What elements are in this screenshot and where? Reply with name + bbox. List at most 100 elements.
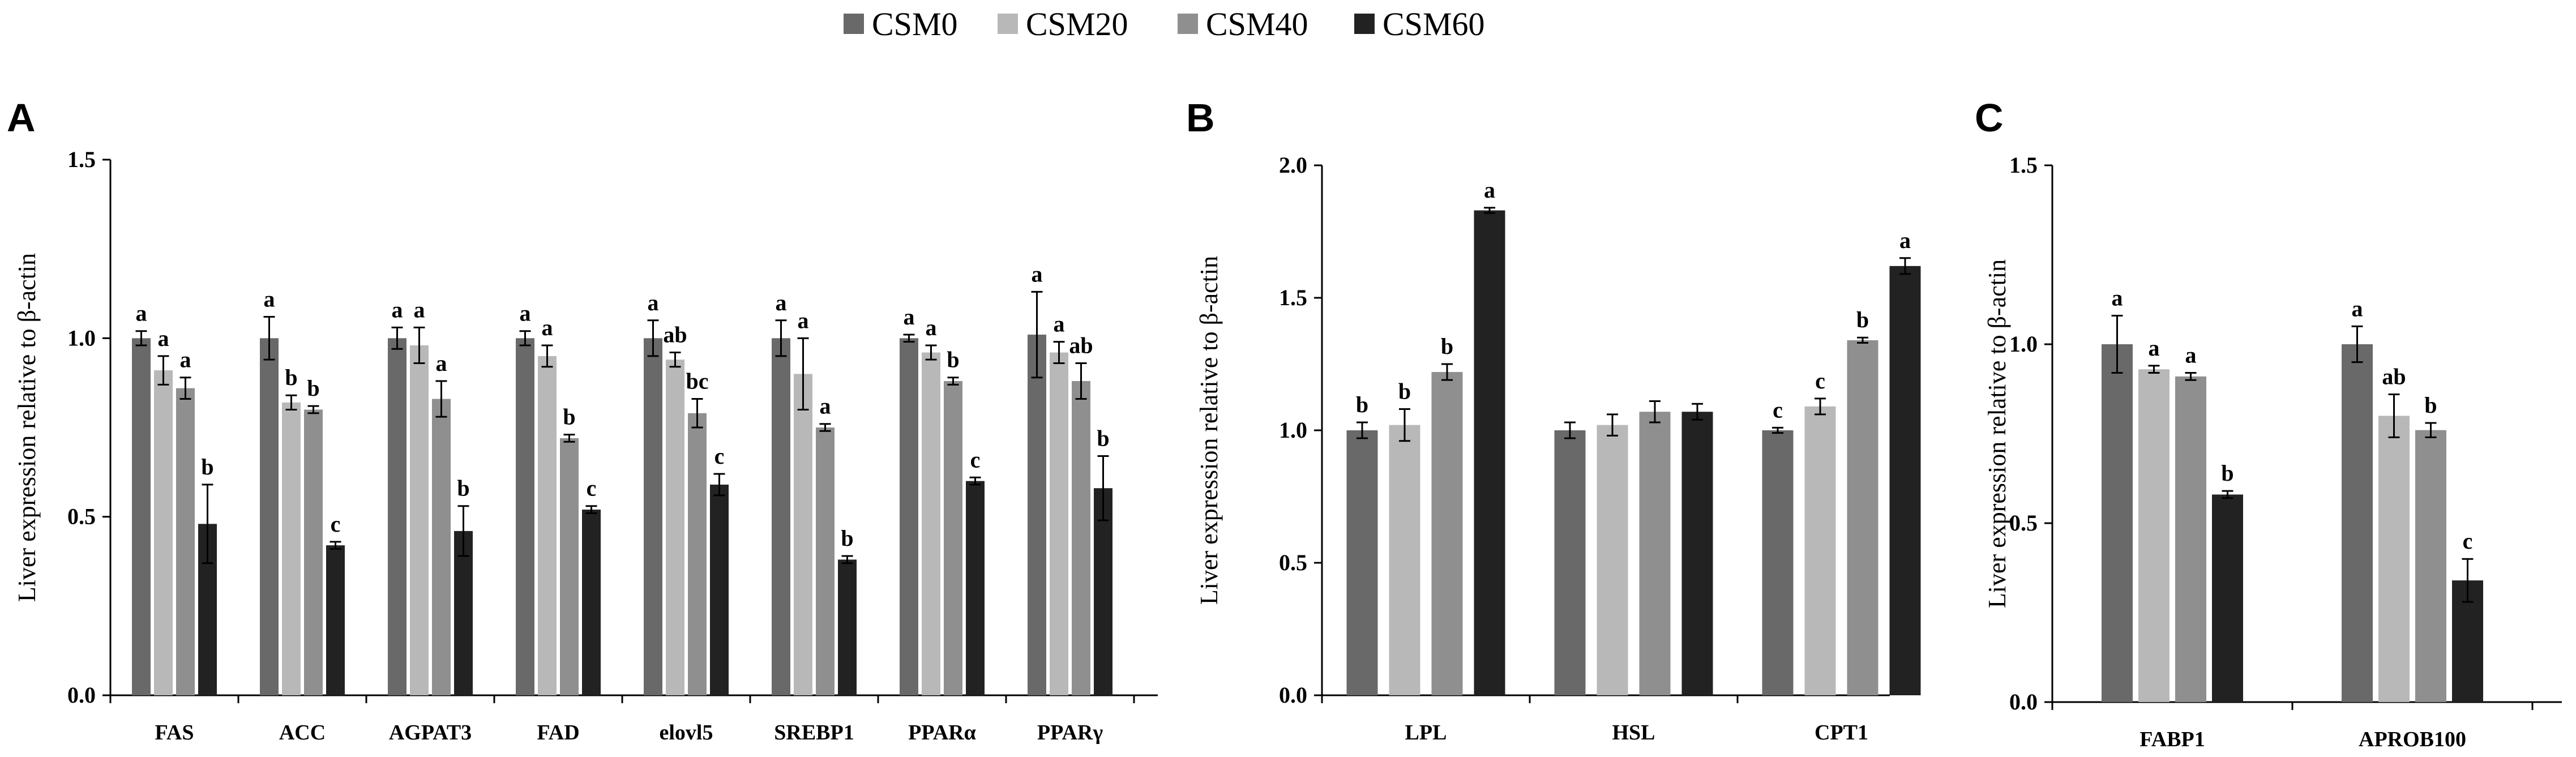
significance-label: b (307, 375, 319, 401)
legend-swatch (1178, 14, 1198, 34)
y-tick-label: 1.5 (1279, 285, 1307, 310)
y-tick-label: 0.5 (2009, 510, 2038, 536)
chart-panels: A Liver expression relative to β-actin 0.0… (7, 96, 2562, 751)
x-category-label: elovl5 (660, 721, 713, 745)
legend-item-csm0: CSM0 (844, 6, 958, 42)
y-tick-label: 1.0 (1279, 417, 1307, 443)
y-tick-label: 1.5 (67, 147, 96, 172)
x-category-label: FAS (155, 721, 194, 745)
bar-csm20-fas (154, 370, 173, 695)
bar-csm0-aprob100 (2342, 344, 2373, 702)
significance-label: a (820, 394, 831, 419)
bar-csm0-fad (516, 338, 534, 695)
bar-csm40-lpl (1431, 372, 1463, 695)
bar-csm0-srebp1 (772, 338, 790, 695)
panel-letter: C (1975, 96, 2004, 140)
bar-csm60-ppar (1094, 488, 1112, 695)
y-tick-label: 0.5 (67, 504, 96, 529)
bar-csm40-aprob100 (2415, 430, 2446, 702)
category-group-aprob100: APROB100 a abb c (2342, 296, 2483, 751)
significance-label: c (1815, 368, 1825, 394)
significance-label: ab (1069, 332, 1093, 358)
significance-label: a (264, 286, 275, 311)
significance-label: a (520, 301, 531, 326)
bar-csm0-acc (260, 338, 279, 695)
significance-label: a (436, 350, 447, 376)
bar-csm40-fabp1 (2175, 376, 2206, 702)
significance-label: b (2221, 460, 2233, 486)
significance-label: b (1097, 425, 1109, 451)
x-category-label: CPT1 (1815, 721, 1868, 745)
bar-csm0-ppar (900, 338, 918, 695)
y-tick-label: 0.0 (2009, 689, 2038, 715)
bar-csm20-aprob100 (2378, 416, 2410, 702)
bar-csm40-acc (304, 409, 323, 695)
bar-csm20-srebp1 (794, 374, 812, 695)
bar-csm40-srebp1 (816, 427, 835, 695)
y-tick-label: 2.0 (1279, 152, 1307, 178)
significance-label: b (2424, 392, 2437, 418)
bar-csm20-ppar (1050, 352, 1068, 695)
bar-csm60-fad (582, 510, 601, 695)
significance-label: b (841, 525, 853, 551)
significance-label: a (1032, 261, 1043, 286)
bar-csm20-acc (282, 402, 301, 695)
category-group-acc: ACC a b b c (260, 286, 345, 745)
bar-csm40-ppar (1072, 381, 1090, 695)
bar-csm0-lpl (1346, 430, 1378, 695)
x-category-label: FAD (537, 721, 579, 745)
significance-label: a (926, 315, 937, 340)
significance-label: a (798, 307, 809, 333)
significance-label: b (457, 476, 469, 501)
bar-csm40-fad (560, 438, 579, 695)
significance-label: c (331, 511, 341, 537)
significance-label: a (1484, 177, 1495, 203)
significance-label: a (776, 290, 787, 315)
significance-label: c (714, 443, 725, 469)
bar-csm60-fabp1 (2212, 494, 2243, 702)
bar-csm60-elovl5 (710, 484, 729, 695)
significance-label: a (2149, 335, 2160, 361)
bar-csm0-fabp1 (2102, 344, 2133, 702)
bar-csm60-cpt1 (1889, 266, 1921, 696)
y-tick-label: 0.0 (1279, 682, 1307, 708)
y-tick-label: 1.0 (67, 325, 96, 350)
x-category-label: AGPAT3 (389, 721, 472, 745)
panel-c: C Liver expression relative to β-actin 0.0… (1975, 96, 2562, 751)
significance-label: a (2352, 296, 2363, 321)
x-category-label: ACC (279, 721, 326, 745)
significance-label: b (563, 404, 575, 430)
significance-label: b (947, 347, 959, 373)
significance-label: a (904, 304, 915, 330)
bar-csm60-ppar (966, 481, 985, 695)
bar-csm40-elovl5 (688, 413, 707, 695)
significance-label: b (1398, 379, 1411, 404)
y-axis-label: Liver expression relative to β-actin (13, 253, 41, 602)
significance-label: a (414, 297, 425, 322)
significance-label: b (1356, 392, 1368, 417)
panel-letter: B (1186, 96, 1215, 140)
bar-csm40-ppar (944, 381, 962, 695)
bar-csm60-srebp1 (838, 559, 857, 695)
y-tick-label: 1.5 (2009, 152, 2038, 178)
bar-csm0-agpat3 (388, 338, 406, 695)
y-tick-label: 1.0 (2009, 331, 2038, 357)
bar-csm20-agpat3 (410, 345, 429, 695)
legend-item-csm40: CSM40 (1178, 6, 1308, 42)
category-group-lpl: LPL b b b a (1346, 177, 1505, 745)
significance-label: a (542, 315, 553, 340)
significance-label: a (158, 326, 169, 351)
significance-label: c (970, 447, 981, 472)
legend-label: CSM60 (1383, 6, 1485, 42)
legend-item-csm60: CSM60 (1354, 6, 1485, 42)
bar-csm60-acc (326, 545, 345, 695)
bar-csm20-ppar (922, 352, 940, 695)
y-axis-label: Liver expression relative to β-actin (1983, 259, 2011, 608)
x-category-label: PPARγ (1037, 721, 1103, 745)
bar-csm0-fas (132, 338, 151, 695)
x-category-label: LPL (1405, 721, 1447, 745)
bar-csm20-hsl (1597, 425, 1628, 695)
bar-csm60-lpl (1474, 210, 1505, 695)
